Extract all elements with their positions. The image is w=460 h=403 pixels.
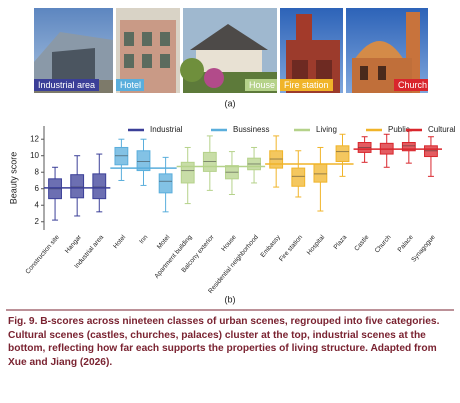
x-tick-label: Palace <box>397 234 415 254</box>
x-tick-label: Embassy <box>259 233 282 259</box>
box-group <box>269 135 284 188</box>
photo-label: Hotel <box>120 80 141 90</box>
box <box>180 161 195 184</box>
box-group <box>401 130 416 164</box>
box-group <box>313 146 328 212</box>
y-tick-label: 8 <box>35 167 40 176</box>
photo-labels: Industrial area Hotel House Fire station… <box>34 79 428 91</box>
photo-label: Industrial area <box>38 80 95 90</box>
box <box>70 174 85 199</box>
box-group <box>48 166 62 221</box>
x-tick-label: Inn <box>138 234 149 246</box>
x-tick-label: Hotel <box>112 233 127 250</box>
separator <box>6 309 454 311</box>
box <box>136 150 151 172</box>
box-group <box>158 156 173 213</box>
x-tick-label: Construction site <box>24 234 61 276</box>
box-group <box>114 138 129 181</box>
y-tick-label: 4 <box>35 200 40 209</box>
legend-label: Industrial <box>150 125 183 134</box>
box <box>335 145 350 162</box>
box-group <box>291 150 306 198</box>
box <box>401 142 416 152</box>
photo-label: House <box>249 80 275 90</box>
box-group <box>136 138 151 186</box>
y-tick-label: 10 <box>30 151 39 160</box>
figure: Industrial area Hotel House Fire station… <box>8 8 456 304</box>
legend-label: Living <box>316 125 337 134</box>
box-group <box>379 133 394 168</box>
photo-label: Fire station <box>284 80 329 90</box>
x-tick-label: Plaza <box>333 234 349 251</box>
photo-hotel <box>116 8 180 93</box>
x-tick-label: Motel <box>156 233 172 250</box>
x-tick-label: Hangar <box>64 233 84 254</box>
box-group <box>70 155 85 217</box>
box-group <box>92 153 107 213</box>
box <box>158 173 173 194</box>
y-axis-label: Beauty score <box>8 152 18 205</box>
legend-label: Cultural <box>428 125 456 134</box>
box <box>313 163 328 183</box>
panel-label: (a) <box>225 98 236 108</box>
box-group <box>225 151 239 196</box>
x-tick-label: Fire station <box>278 234 304 263</box>
y-tick-label: 12 <box>30 134 39 143</box>
x-tick-label: Hospital <box>306 233 327 256</box>
box-group <box>424 136 438 177</box>
photo-industrial <box>34 8 113 93</box>
caption: Fig. 9. B-scores across nineteen classes… <box>8 316 440 368</box>
box <box>92 173 107 200</box>
box-group <box>247 146 261 184</box>
box-group <box>202 135 217 191</box>
legend-label: Public <box>388 125 410 134</box>
x-tick-label: Castle <box>353 234 370 253</box>
panel-label: (b) <box>225 294 236 304</box>
legend-label: Bussiness <box>233 125 269 134</box>
x-tick-label: Church <box>374 234 393 255</box>
box-group <box>335 133 350 177</box>
box-group <box>357 136 372 163</box>
y-tick-label: 2 <box>35 217 40 226</box>
photo-church <box>346 8 428 93</box>
photo-label: Church <box>398 80 427 90</box>
box-group <box>180 146 195 205</box>
box <box>291 167 306 187</box>
x-tick-label: House <box>220 234 238 253</box>
y-tick-label: 6 <box>35 184 40 193</box>
